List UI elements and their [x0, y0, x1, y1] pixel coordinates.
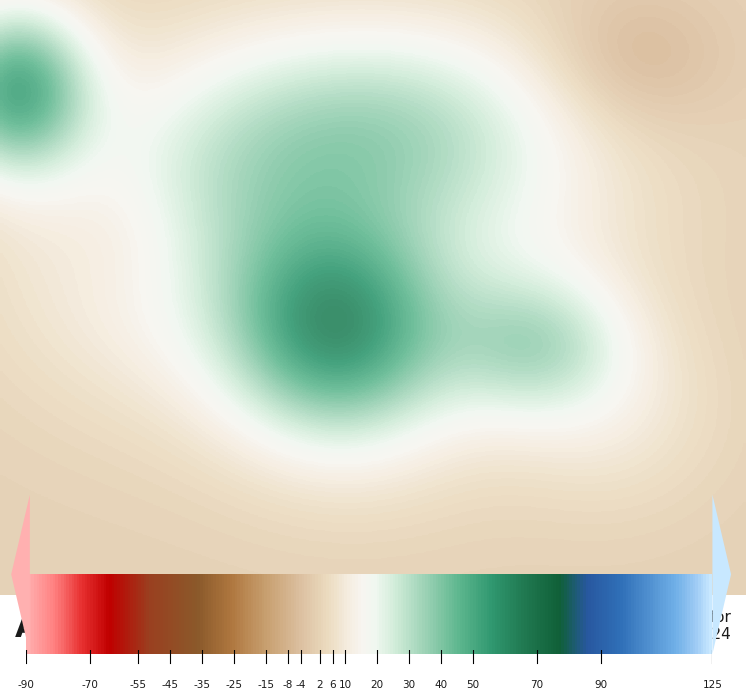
Text: -25: -25: [225, 680, 242, 689]
Text: 90: 90: [594, 680, 607, 689]
Polygon shape: [712, 495, 731, 654]
Text: 40: 40: [434, 680, 448, 689]
Text: -4: -4: [295, 680, 306, 689]
Text: -70: -70: [81, 680, 98, 689]
Text: 10: 10: [339, 680, 352, 689]
Text: -55: -55: [129, 680, 146, 689]
Text: Valid for
August 2024: Valid for August 2024: [634, 610, 731, 642]
Polygon shape: [11, 495, 30, 654]
Text: 2: 2: [316, 680, 323, 689]
Text: -8: -8: [283, 680, 293, 689]
Text: Anomaly monthly precipitation (mm): Anomaly monthly precipitation (mm): [15, 614, 649, 644]
Text: 20: 20: [371, 680, 383, 689]
Text: -45: -45: [161, 680, 178, 689]
Text: -15: -15: [257, 680, 274, 689]
Text: 70: 70: [530, 680, 543, 689]
Text: 125: 125: [703, 680, 722, 689]
Text: 50: 50: [466, 680, 480, 689]
Text: 6: 6: [329, 680, 336, 689]
Text: -90: -90: [18, 680, 34, 689]
Text: 30: 30: [403, 680, 416, 689]
Text: -35: -35: [193, 680, 210, 689]
